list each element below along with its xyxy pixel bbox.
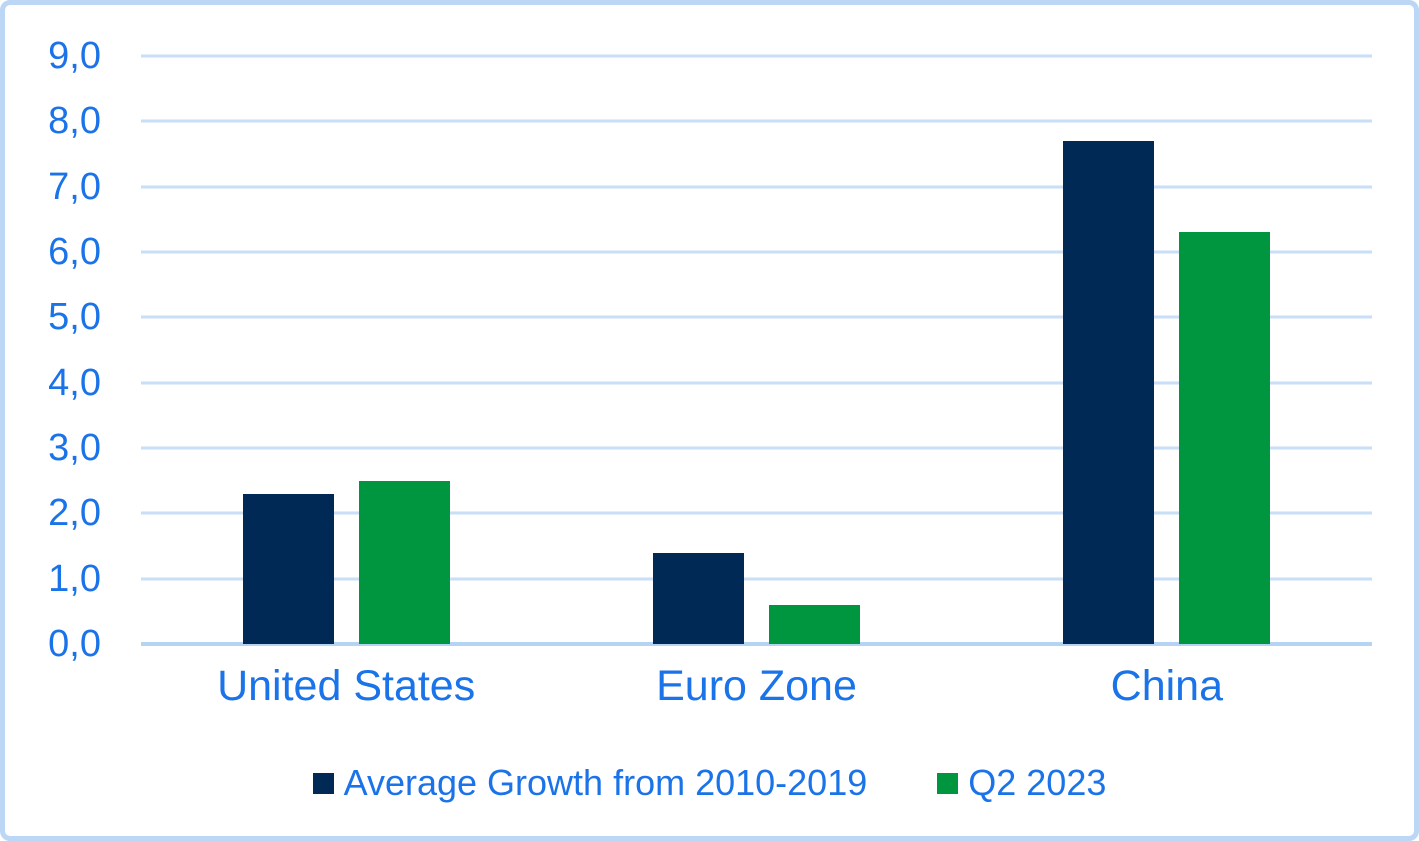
gridline <box>141 577 1372 581</box>
gridline <box>141 315 1372 319</box>
gridline <box>141 381 1372 385</box>
y-tick-label: 8,0 <box>48 100 101 143</box>
bar-group <box>551 56 961 644</box>
y-tick-label: 7,0 <box>48 165 101 208</box>
gridline <box>141 446 1372 450</box>
gridline <box>141 119 1372 123</box>
plot-area: 0,0 1,0 2,0 3,0 4,0 5,0 6,0 7,0 8,0 9,0 <box>48 37 1372 663</box>
bar <box>358 480 450 644</box>
gridline <box>141 54 1372 58</box>
category-label: Euro Zone <box>656 662 857 710</box>
y-tick-label: 9,0 <box>48 35 101 77</box>
y-tick-label: 2,0 <box>48 492 101 535</box>
bar <box>242 493 334 644</box>
x-axis-category-labels: United States Euro Zone China <box>141 665 1372 708</box>
y-tick-label: 3,0 <box>48 427 101 469</box>
legend-label: Q2 2023 <box>968 762 1107 803</box>
bar <box>1179 232 1271 644</box>
category-label: United States <box>217 662 476 710</box>
legend-entry: Q2 2023 <box>937 765 1106 801</box>
bar <box>652 552 744 644</box>
bars-layer <box>141 56 1372 644</box>
gridline <box>141 511 1372 515</box>
bar-group <box>141 56 551 644</box>
legend-swatch-icon <box>312 772 334 794</box>
bar <box>768 604 860 644</box>
legend-label: Average Growth from 2010-2019 <box>343 762 868 803</box>
category-label: China <box>1110 662 1223 710</box>
gridline <box>141 250 1372 254</box>
y-tick-label: 6,0 <box>48 231 101 273</box>
bar <box>1063 140 1155 644</box>
legend-entry: Average Growth from 2010-2019 <box>312 762 868 803</box>
y-tick-label: 5,0 <box>48 296 101 339</box>
y-tick-label: 4,0 <box>48 361 101 404</box>
y-tick-label: 0,0 <box>48 623 101 665</box>
chart-legend: Average Growth from 2010-2019 Q2 2023 <box>5 758 1414 808</box>
gridline <box>141 185 1372 189</box>
x-axis-baseline <box>141 642 1372 646</box>
legend-swatch-icon <box>937 772 959 794</box>
bar-group <box>962 56 1372 644</box>
y-tick-label: 1,0 <box>48 557 101 600</box>
